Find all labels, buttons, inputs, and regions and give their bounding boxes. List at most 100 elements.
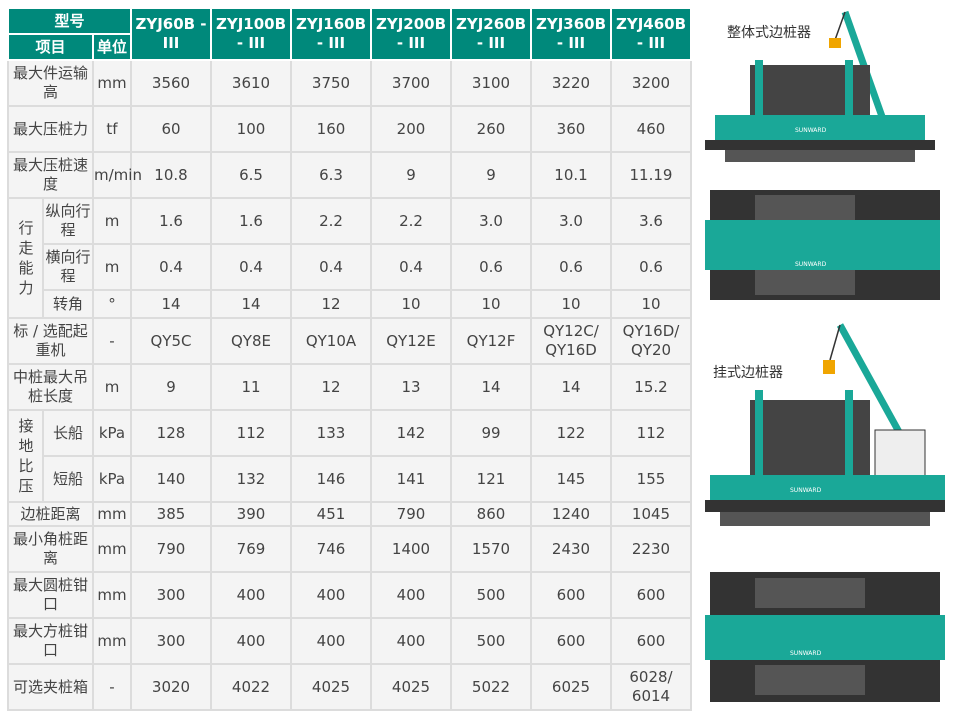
value-cell: 6028/ 6014 (610, 663, 692, 711)
row-unit: mm (92, 59, 132, 107)
table-row: 可选夹桩箱 -3020 4022 4025 4025 5022 6025 6028/ 6014 (7, 663, 692, 711)
value-cell: 132 (210, 455, 292, 503)
value-cell: 860 (450, 501, 532, 527)
value-cell: 4025 (370, 663, 452, 711)
value-cell: 0.4 (130, 243, 212, 291)
value-cell: 746 (290, 525, 372, 573)
value-cell: 600 (530, 617, 612, 665)
value-cell: QY12E (370, 317, 452, 365)
row-label: 标 / 选配起重机 (7, 317, 94, 365)
table-row: 转角 ° 14 14 12 10 10 10 10 (8, 289, 692, 319)
row-unit: m (92, 197, 132, 245)
value-cell: 0.4 (210, 243, 292, 291)
value-cell: 145 (530, 455, 612, 503)
spec-table: 型号 ZYJ60B - III ZYJ100B - III ZYJ160B - III… (7, 7, 692, 711)
integrated-top-view: SUNWARD (705, 190, 940, 300)
row-unit: m (92, 363, 132, 411)
table-row: 中桩最大吊桩长度 m 9 11 12 13 14 14 15.2 (7, 363, 692, 411)
value-cell: 142 (370, 409, 452, 457)
value-cell: 141 (370, 455, 452, 503)
value-cell: 121 (450, 455, 532, 503)
value-cell: 6025 (530, 663, 612, 711)
group-label-text: 接地比压 (18, 417, 34, 495)
row-label: 最大压桩速度 (7, 151, 94, 199)
value-cell: 133 (290, 409, 372, 457)
hanging-top-view: SUNWARD (705, 572, 945, 702)
hanging-side-pile-label: 挂式边桩器 (713, 365, 783, 381)
value-cell: 200 (370, 105, 452, 153)
value-cell: 1045 (610, 501, 692, 527)
value-cell: 400 (210, 571, 292, 619)
value-cell: 3200 (610, 59, 692, 107)
table-row: 边桩距离 mm 385 390 451 790 860 1240 1045 (7, 501, 692, 527)
value-cell: 4022 (210, 663, 292, 711)
value-cell: 360 (530, 105, 612, 153)
row-unit: m (92, 243, 132, 291)
row-label: 长船 (42, 409, 94, 457)
model-header: 型号 (7, 7, 132, 35)
value-cell: 790 (130, 525, 212, 573)
value-cell: 160 (290, 105, 372, 153)
group-label: 接地比压 (7, 409, 44, 503)
value-cell: 500 (450, 571, 532, 619)
value-cell: 3.0 (450, 197, 532, 245)
integrated-side-pile-label: 整体式边桩器 (727, 25, 811, 41)
table-row: 最大件运输高 mm 3560 3610 3750 3700 3100 3220 3200 (7, 59, 692, 107)
row-label: 最大圆桩钳口 (7, 571, 94, 619)
value-cell: 0.4 (370, 243, 452, 291)
value-cell: 1240 (530, 501, 612, 527)
value-cell: 12 (290, 289, 372, 319)
value-cell: 451 (290, 501, 372, 527)
value-cell: 390 (210, 501, 292, 527)
value-cell: 1570 (450, 525, 532, 573)
value-cell: 600 (610, 617, 692, 665)
brand-text: SUNWARD (790, 650, 822, 657)
table-row: 最小角桩距离 mm 790 769 746 1400 1570 2430 2230 (7, 525, 692, 573)
value-cell: 14 (130, 289, 212, 319)
value-cell: 400 (290, 617, 372, 665)
table-row: 最大压桩力 tf 60 100 160 200 260 360 460 (7, 105, 692, 153)
value-cell: QY5C (130, 317, 212, 365)
row-label: 纵向行程 (42, 197, 94, 245)
value-cell: 12 (290, 363, 372, 411)
row-unit: ° (92, 289, 132, 319)
row-label: 最大方桩钳口 (7, 617, 94, 665)
value-cell: 3610 (210, 59, 292, 107)
model-column-header: ZYJ360B - III (530, 7, 612, 61)
row-label: 最大件运输高 (7, 59, 94, 107)
value-cell: 6.5 (210, 151, 292, 199)
row-label: 短船 (42, 455, 94, 503)
row-label: 最大压桩力 (7, 105, 94, 153)
value-cell: 13 (370, 363, 452, 411)
value-cell: QY12F (450, 317, 532, 365)
value-cell: 400 (370, 617, 452, 665)
figures-panel: 整体式边桩器 挂式边桩器 SUNWARD SUNWARD (695, 0, 960, 715)
row-label: 横向行程 (42, 243, 94, 291)
value-cell: 10 (450, 289, 532, 319)
value-cell: 300 (130, 617, 212, 665)
value-cell: 1.6 (130, 197, 212, 245)
table-row: 最大方桩钳口 mm 300 400 400 400 500 600 600 (7, 617, 692, 665)
value-cell: 3.6 (610, 197, 692, 245)
value-cell: 460 (610, 105, 692, 153)
value-cell: 400 (290, 571, 372, 619)
model-column-header: ZYJ160B - III (290, 7, 372, 61)
value-cell: 4025 (290, 663, 372, 711)
value-cell: 385 (130, 501, 212, 527)
value-cell: 600 (530, 571, 612, 619)
group-label-text: 行走能力 (18, 219, 34, 297)
row-label: 边桩距离 (7, 501, 94, 527)
value-cell: 9 (370, 151, 452, 199)
row-unit: mm (92, 571, 132, 619)
row-label: 可选夹桩箱 (7, 663, 94, 711)
value-cell: 14 (210, 289, 292, 319)
value-cell: 0.6 (450, 243, 532, 291)
table-row: 最大压桩速度 m/min 10.8 6.5 6.3 9 9 10.1 11.19 (7, 151, 692, 199)
brand-text: SUNWARD (795, 127, 827, 134)
value-cell: 15.2 (610, 363, 692, 411)
value-cell: 0.6 (530, 243, 612, 291)
model-column-header: ZYJ460B - III (610, 7, 692, 61)
row-unit: tf (92, 105, 132, 153)
value-cell: 1400 (370, 525, 452, 573)
brand-text: SUNWARD (795, 261, 827, 268)
